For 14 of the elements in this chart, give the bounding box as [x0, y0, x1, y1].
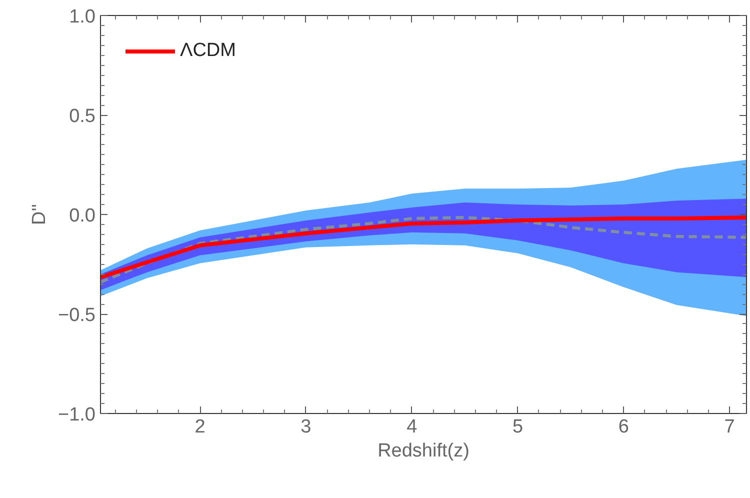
legend-label: ΛCDM — [180, 40, 236, 62]
y-tick-label: 1.0 — [69, 6, 96, 28]
x-tick-label: 6 — [618, 416, 629, 438]
x-tick-label: 7 — [724, 416, 735, 438]
x-tick-label: 5 — [512, 416, 524, 438]
y-axis-title: D'' — [28, 204, 50, 225]
x-tick-label: 4 — [406, 416, 418, 438]
y-tick-label: −0.5 — [58, 305, 96, 326]
x-tick-label: 2 — [194, 416, 206, 438]
x-axis-title: Redshift(z) — [378, 440, 470, 462]
y-tick-label: −1.0 — [58, 404, 96, 426]
y-tick-label: 0.5 — [69, 106, 96, 127]
y-tick-label: 0.0 — [69, 206, 96, 226]
x-tick-label: 3 — [300, 416, 312, 438]
